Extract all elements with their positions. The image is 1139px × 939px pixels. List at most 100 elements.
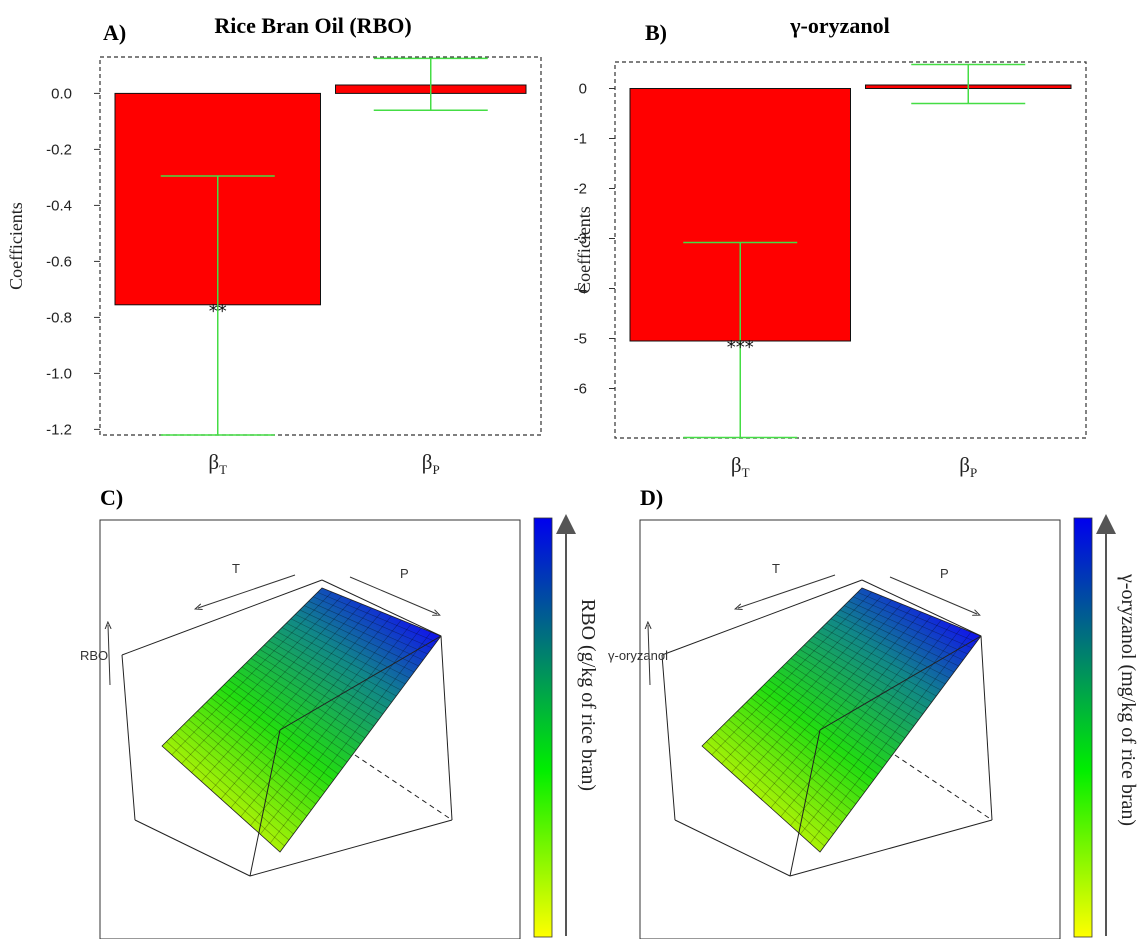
mesh-line [826,622,946,685]
axis-p-label: P [400,566,409,581]
mesh-line [710,736,830,841]
mesh-line [799,649,919,721]
plot-frame [614,61,1087,439]
mesh-line [308,600,428,655]
panel-a-plot-area: 0.0 -0.2 -0.4 -0.6 -0.8 -1.0 -1.2 Coefficients *… [6,56,542,477]
panel-d-surface: T Pγ-oryzanol γ-oryzanol (mg/kg of rice br… [608,514,1139,939]
mesh-line [852,596,973,649]
mesh-line [772,675,892,757]
y-tick-label: -0.4 [46,197,72,214]
category-label: βT [731,453,750,480]
mesh-line [795,653,915,727]
mesh-line [750,697,870,787]
mesh-line [201,706,321,799]
mesh-line [175,732,294,835]
cube-edge [134,819,251,877]
response-surface [701,587,982,853]
mesh-line [277,631,397,697]
mesh-line [210,607,372,791]
panel-a-letter: A) [103,20,126,45]
colorbar-label: RBO (g/kg of rice bran) [577,599,599,791]
mesh-line [210,697,330,787]
mesh-line [724,723,843,823]
mesh-line [741,603,902,782]
panel-b-letter: B) [645,20,667,45]
mesh-line [268,640,388,709]
mesh-line [170,736,290,841]
mesh-line [715,732,834,835]
mesh-line [290,618,410,679]
mesh-line [706,741,825,847]
mesh-line [759,688,879,775]
axis-z-arrow [648,625,650,686]
mesh-line [750,607,912,791]
axis-t-arrow [738,574,836,608]
axis-p-arrow [349,576,437,614]
mesh-line [755,693,874,781]
mesh-line [312,596,433,649]
mesh-line [731,599,892,773]
colorbar [1073,517,1093,938]
mesh-line [848,600,968,655]
mesh-line [171,591,333,756]
mesh-line [817,631,937,697]
mesh-line [181,595,343,764]
panel-c-letter: C) [100,485,123,510]
mesh-line [188,719,308,817]
colorbar-label: γ-oryzanol (mg/kg of rice bran) [1117,573,1139,826]
mesh-line [228,679,348,763]
mesh-line [741,706,861,799]
cube-edge [440,635,453,821]
panel-a-bar-chart: A) Rice Bran Oil (RBO) 0.0 -0.2 -0.4 -0.6 -0… [6,13,542,477]
plot-frame [99,56,542,436]
mesh-line [786,662,906,739]
mesh-line [728,719,848,817]
significance-stars: *** [727,337,754,358]
mesh-line [166,741,285,847]
panel-d-letter: D) [640,485,663,510]
panel-b-plot-area: 0 -1 -2 -3 -4 -5 -6 Coefficients *** βT βP [574,61,1087,480]
mesh-line [179,728,299,829]
y-tick-label: -0.8 [46,309,72,326]
mesh-line [259,649,379,721]
panel-b-bar-chart: B) γ-oryzanol 0 -1 -2 -3 -4 -5 -6 Coefficients *… [574,13,1087,480]
mesh-line [746,701,865,793]
y-tick-label: -0.2 [46,141,72,158]
mesh-line [808,640,928,709]
mesh-line [224,684,343,769]
cube-edge [121,654,136,821]
panel-a-title: Rice Bran Oil (RBO) [214,13,411,38]
mesh-line [830,618,950,679]
mesh-line [299,609,419,667]
mesh-line [821,627,941,691]
category-label: βP [422,450,440,477]
cube-edge [249,819,453,877]
mesh-line [737,710,856,805]
mesh-line [800,627,962,835]
mesh-line [721,595,883,764]
cube-edge [661,654,676,821]
y-tick-label: 0 [579,81,587,98]
y-tick-label: -6 [574,381,587,398]
cube-edge [121,579,323,656]
cube-edge [980,635,993,821]
cube-edge [789,729,821,877]
y-tick-label: -1.2 [46,421,72,438]
mesh-line [215,693,334,781]
mesh-line [255,653,375,727]
y-tick-label: -1.0 [46,365,72,382]
mesh-line [764,684,883,769]
cube-edge [861,579,982,637]
y-axis-label: Coefficients [574,206,594,294]
axis-z-label: RBO [80,648,108,663]
mesh-line [246,662,366,739]
axis-p-label: P [940,566,949,581]
mesh-line [809,631,972,844]
mesh-line [844,605,964,661]
mesh-line [241,666,361,745]
mesh-line [220,611,382,800]
y-tick-label: 0.0 [51,85,72,102]
mesh-line [264,644,384,715]
mesh-line [812,636,932,703]
